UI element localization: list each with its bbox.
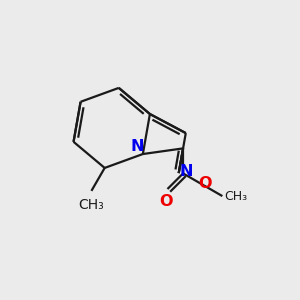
Text: CH₃: CH₃ — [79, 198, 104, 212]
Text: O: O — [199, 176, 212, 190]
Text: CH₃: CH₃ — [225, 190, 248, 202]
Text: N: N — [179, 164, 193, 179]
Text: O: O — [159, 194, 173, 209]
Text: N: N — [130, 139, 144, 154]
